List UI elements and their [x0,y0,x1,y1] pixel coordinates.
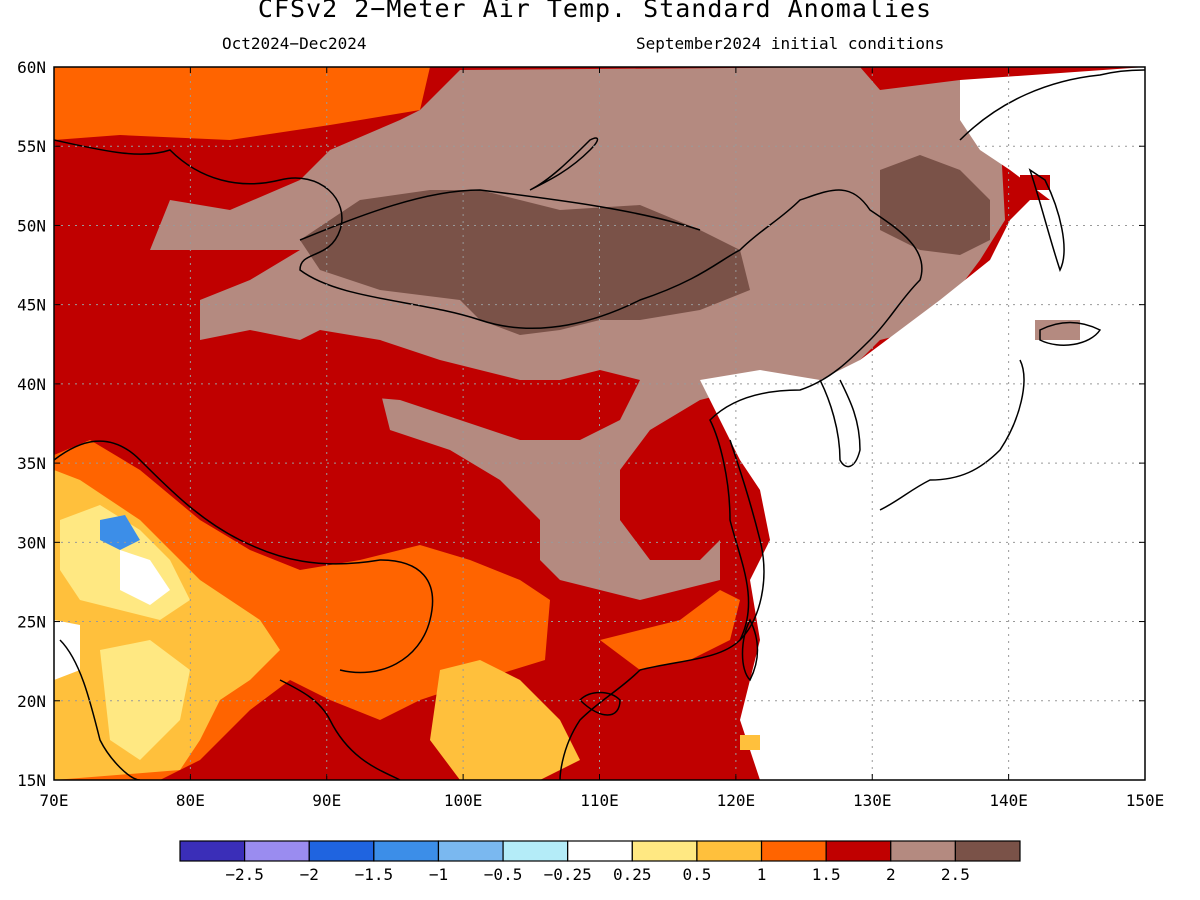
sakhalin-coast [1028,168,1065,272]
colorbar [179,840,1021,862]
baikal-coast [529,137,599,191]
colorbar-label: −2.5 [225,865,264,884]
hainan-coast [578,691,621,716]
colorbar-labels: −2.5 −2 −1.5 −1 −0.5 −0.25 0.25 0.5 1 1.5 2 2.5 [225,865,969,884]
field-spot-hokkaido [1035,320,1080,340]
colorbar-label: 1 [757,865,767,884]
axis-ticks [53,66,1146,781]
x-axis-label: 90E [312,791,341,810]
x-axis-label: 110E [580,791,619,810]
field-white [120,550,170,605]
colorbar-label: 0.25 [613,865,652,884]
colorbar-swatch [825,840,892,862]
colorbar-label: −1 [429,865,448,884]
colorbar-label: 1.5 [812,865,841,884]
field-orange-nw [54,67,430,140]
colorbar-swatch [890,840,956,862]
colorbar-swatch [567,840,633,862]
colorbar-swatch [373,840,440,862]
field-orange-se [600,590,740,670]
colorbar-label: 2.5 [941,865,970,884]
x-axis-labels: 70E 80E 90E 100E 110E 120E 130E 140E 150E [40,791,1165,810]
y-axis-label: 40N [17,375,46,394]
field-dark-brown [300,190,750,335]
y-axis-label: 50N [17,216,46,235]
colorbar-swatch [502,840,569,862]
colorbar-label: −0.5 [484,865,523,884]
korea-coast [819,379,861,468]
colorbar-swatch [696,840,763,862]
colorbar-label: −2 [300,865,319,884]
y-axis-label: 25N [17,613,46,632]
india-coast [59,639,141,780]
taiwan-coast [741,618,759,682]
field-light-orange-sea [430,660,580,780]
japan-coast [879,359,1025,511]
y-axis-label: 45N [17,296,46,315]
x-axis-label: 80E [176,791,205,810]
colorbar-swatch [954,840,1021,862]
colorbar-label: −0.25 [544,865,592,884]
china-border [54,139,923,780]
colorbar-swatch [179,840,246,862]
y-axis-label: 20N [17,692,46,711]
y-axis-label: 35N [17,454,46,473]
himalaya-border [54,440,434,674]
china-east-coast [729,439,765,641]
field-white-west [54,620,80,680]
y-axis-label: 55N [17,137,46,156]
coastlines [54,69,1145,780]
colorbar-label: −1.5 [355,865,394,884]
x-axis-label: 70E [40,791,69,810]
y-axis-label: 30N [17,533,46,552]
colorbar-swatch [437,840,504,862]
bay-of-bengal-coast [279,679,401,780]
mongolia-border [299,189,701,241]
colorbar-swatch [308,840,375,862]
colorbar-swatch [760,840,827,862]
y-axis-label: 60N [17,58,46,77]
field-dark-brown-ne [880,155,990,255]
x-axis-label: 150E [1126,791,1165,810]
x-axis-label: 140E [989,791,1028,810]
x-axis-label: 130E [853,791,892,810]
map-field [54,67,1145,780]
hokkaido-coast [1039,321,1102,346]
colorbar-label: 0.5 [682,865,711,884]
colorbar-swatch [631,840,698,862]
y-axis-labels: 60N 55N 50N 45N 40N 35N 30N 25N 20N 15N [17,58,46,790]
okhotsk-coast [959,69,1145,141]
field-yellow-india [100,640,190,760]
y-axis-label: 15N [17,771,46,790]
x-axis-label: 100E [444,791,483,810]
map-title: CFSv2 2−Meter Air Temp. Standard Anomali… [257,0,933,23]
field-ocean-north [960,67,1145,200]
field-blue [100,515,140,550]
field-red-band [290,340,640,440]
field-spot-taiwan [740,735,760,750]
field-ocean [700,200,1145,780]
forecast-period: Oct2024−Dec2024 [222,34,367,53]
initial-conditions: September2024 initial conditions [636,34,945,53]
colorbar-label: 2 [886,865,896,884]
colorbar-swatch [244,840,310,862]
field-spot-sakhalin [940,130,960,160]
x-axis-label: 120E [717,791,756,810]
